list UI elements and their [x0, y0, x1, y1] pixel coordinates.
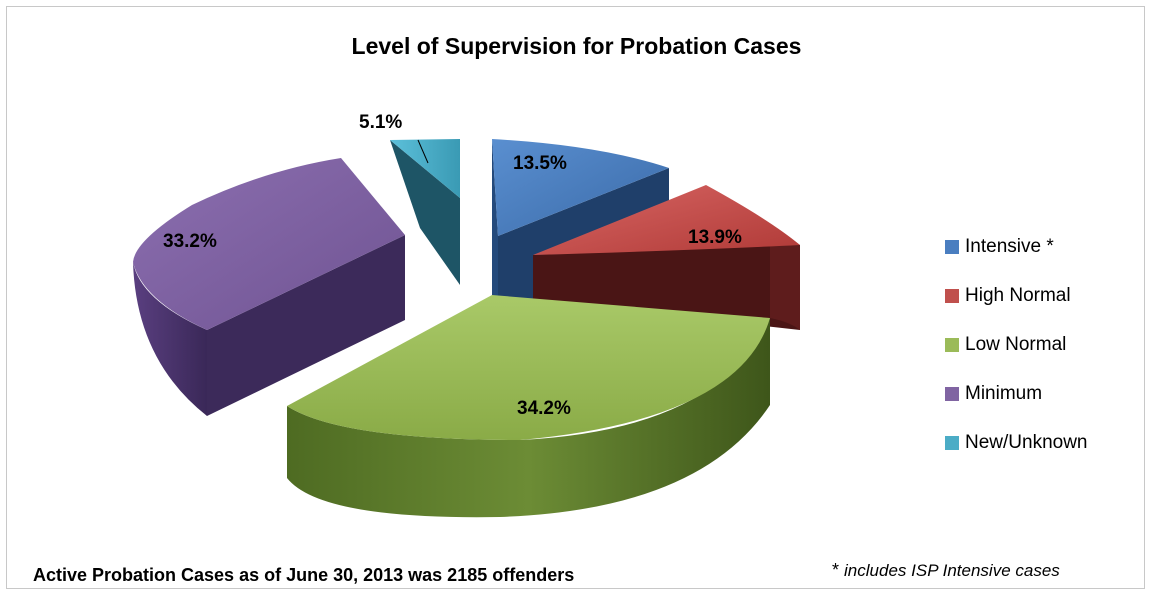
- legend-swatch: [945, 337, 959, 352]
- legend-item-high-normal: High Normal: [945, 271, 1088, 320]
- data-label-intensive: 13.5%: [513, 153, 567, 174]
- legend-swatch: [945, 239, 959, 254]
- legend-label: Low Normal: [965, 333, 1067, 355]
- leader-line: [417, 139, 429, 164]
- legend-item-minimum: Minimum: [945, 369, 1088, 418]
- data-label-low-normal: 34.2%: [517, 398, 571, 419]
- footnote: * includes ISP Intensive cases: [832, 560, 1060, 581]
- legend-label: New/Unknown: [965, 431, 1088, 453]
- data-label-minimum: 33.2%: [163, 231, 217, 252]
- legend-item-intensive: Intensive *: [945, 222, 1088, 271]
- footnote-text: includes ISP Intensive cases: [844, 561, 1060, 580]
- chart-frame: [6, 6, 1145, 589]
- data-label-new-unknown: 5.1%: [359, 112, 402, 133]
- data-label-high-normal: 13.9%: [688, 227, 742, 248]
- legend-label: Intensive *: [965, 235, 1054, 257]
- chart-title: Level of Supervision for Probation Cases: [351, 33, 802, 59]
- legend-swatch: [945, 288, 959, 303]
- legend-item-new-unknown: New/Unknown: [945, 418, 1088, 467]
- slice-minimum: [133, 158, 405, 416]
- legend-item-low-normal: Low Normal: [945, 320, 1088, 369]
- legend-swatch: [945, 435, 959, 450]
- legend-swatch: [945, 386, 959, 401]
- slice-new-unknown: [390, 139, 460, 285]
- legend-label: Minimum: [965, 382, 1043, 404]
- slice-high-normal: [533, 185, 800, 330]
- footnote-marker: *: [832, 560, 840, 580]
- slice-low-normal: [287, 295, 770, 518]
- footer-summary: Active Probation Cases as of June 30, 20…: [33, 565, 575, 585]
- legend-label: High Normal: [965, 284, 1071, 306]
- legend: Intensive * High Normal Low Normal Minimum N…: [945, 222, 1088, 467]
